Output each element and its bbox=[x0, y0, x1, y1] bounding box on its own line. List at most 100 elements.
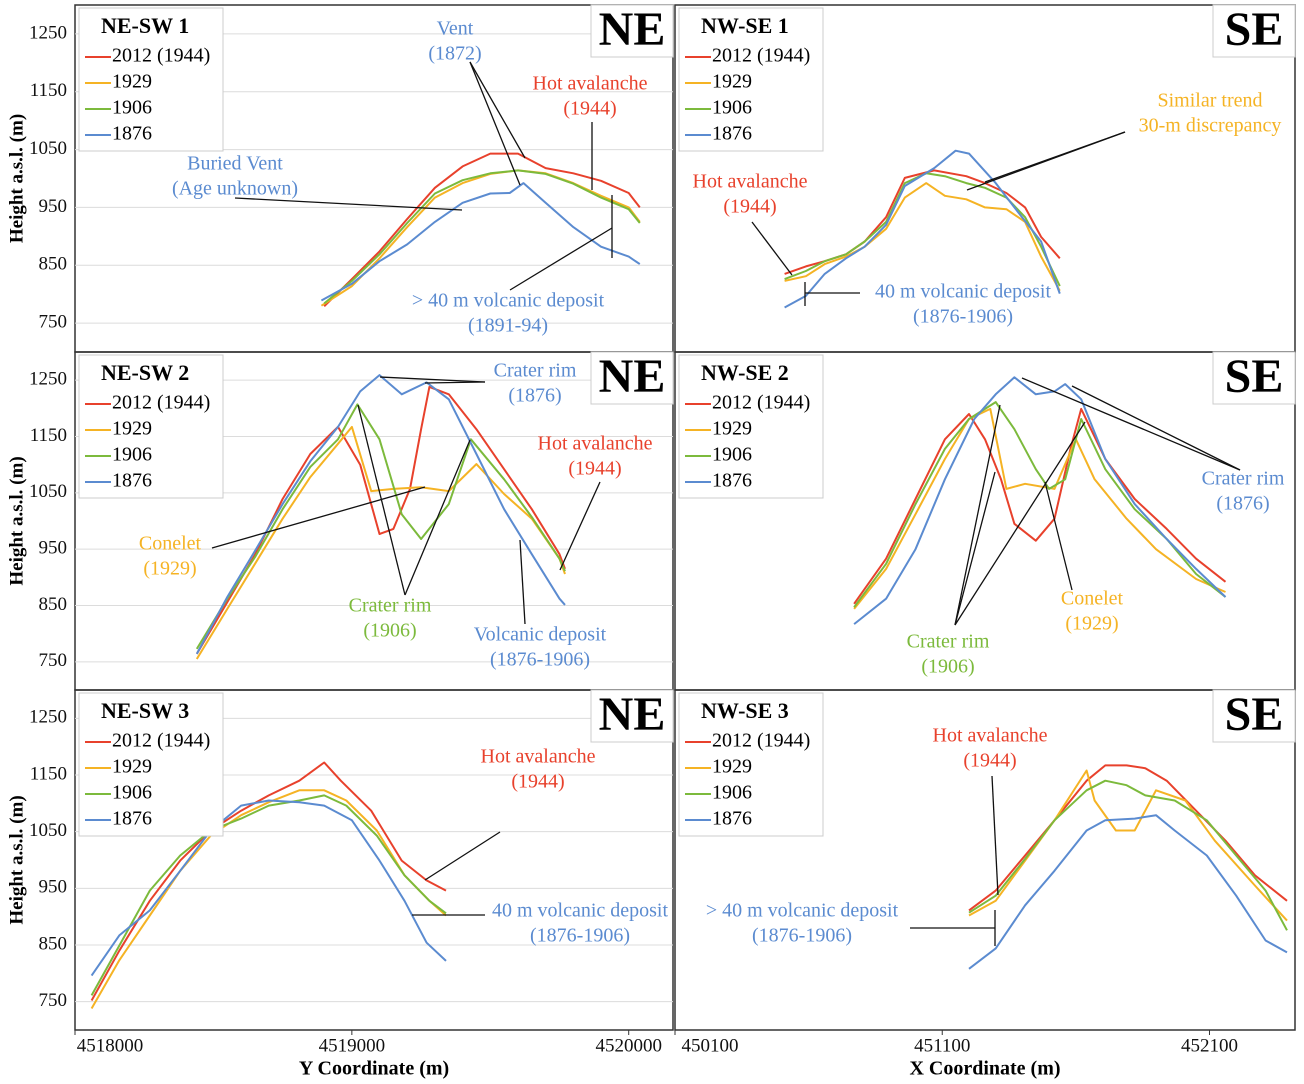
annotation: > 40 m volcanic deposit bbox=[412, 290, 605, 312]
annotation: (1944) bbox=[563, 98, 616, 120]
data-line bbox=[323, 152, 641, 308]
leader-line bbox=[379, 376, 486, 383]
leader-line bbox=[1044, 481, 1073, 591]
legend-box bbox=[678, 692, 824, 837]
annotation: (1876-1906) bbox=[913, 306, 1013, 328]
annotation: Conelet bbox=[139, 533, 202, 555]
data-line bbox=[320, 169, 641, 307]
panel: 750 850 950 1050 1150 1250 4518000 4519000 45200… bbox=[6, 688, 674, 1080]
annotation: (Age unknown) bbox=[172, 178, 298, 200]
annotation: > 40 m volcanic deposit bbox=[706, 900, 899, 922]
legend-label: 1876 bbox=[712, 470, 752, 492]
x-tick-label: 4518000 bbox=[77, 1035, 144, 1056]
data-line bbox=[195, 374, 566, 655]
legend-label: 1906 bbox=[112, 782, 152, 804]
y-tick-label: 950 bbox=[39, 538, 68, 559]
annotation: (1891-94) bbox=[468, 315, 548, 337]
data-line bbox=[784, 182, 1061, 292]
panel: 750 850 950 1050 1150 1250 Height a.s.l. (m) NE… bbox=[6, 3, 674, 353]
panel: NW-SE 2 2012 (1944) 1929 1906 1876 SE Crater r… bbox=[674, 350, 1296, 691]
annotation: (1944) bbox=[963, 750, 1016, 772]
corner-box bbox=[590, 4, 674, 58]
y-tick-label: 1050 bbox=[29, 138, 67, 159]
y-tick-label: 950 bbox=[39, 196, 68, 217]
x-tick-label: 451100 bbox=[914, 1035, 970, 1056]
corner-label: NE bbox=[599, 350, 666, 403]
corner-label: NE bbox=[599, 688, 666, 741]
corner-label: NE bbox=[599, 3, 666, 56]
leader-line bbox=[509, 227, 613, 291]
y-tick-label: 1250 bbox=[29, 22, 67, 43]
y-tick-label: 1150 bbox=[30, 425, 67, 446]
y-tick-label: 850 bbox=[39, 254, 68, 275]
data-line bbox=[195, 385, 566, 655]
legend-label: 1876 bbox=[112, 808, 152, 830]
corner-label: SE bbox=[1225, 688, 1284, 741]
panel: 450100 451100 452100 X Coordinate (m) NW-SE … bbox=[674, 688, 1296, 1080]
y-axis-label: Height a.s.l. (m) bbox=[6, 456, 27, 585]
leader-line bbox=[751, 221, 793, 276]
annotation: (1944) bbox=[568, 458, 621, 480]
annotation: (1929) bbox=[143, 558, 196, 580]
legend-label: 1906 bbox=[112, 97, 152, 119]
legend-box bbox=[678, 7, 824, 152]
y-tick-label: 1150 bbox=[30, 763, 67, 784]
panel-title: NW-SE 2 bbox=[701, 360, 789, 385]
data-line bbox=[853, 407, 1227, 605]
legend-label: 1906 bbox=[712, 97, 752, 119]
annotation: (1929) bbox=[1065, 613, 1118, 635]
annotation: (1944) bbox=[723, 196, 776, 218]
annotation: (1876) bbox=[1216, 493, 1269, 515]
legend-label: 2012 (1944) bbox=[112, 392, 210, 414]
annotation: (1906) bbox=[921, 656, 974, 678]
data-line bbox=[968, 814, 1288, 970]
data-line bbox=[784, 149, 1061, 309]
data-line bbox=[90, 794, 447, 996]
x-tick-label: 4520000 bbox=[595, 1035, 662, 1056]
y-tick-label: 950 bbox=[39, 877, 68, 898]
annotation: Hot avalanche bbox=[481, 746, 596, 768]
annotation: Hot avalanche bbox=[538, 433, 653, 455]
corner-box bbox=[1212, 689, 1296, 743]
data-line bbox=[968, 769, 1288, 922]
legend-label: 2012 (1944) bbox=[112, 730, 210, 752]
x-tick-label: 452100 bbox=[1181, 1035, 1238, 1056]
data-line bbox=[195, 425, 566, 660]
leader-line bbox=[404, 439, 471, 596]
leader-line bbox=[1071, 385, 1241, 471]
legend-box bbox=[678, 354, 824, 499]
annotation: (1906) bbox=[363, 620, 416, 642]
annotation: (1872) bbox=[428, 43, 481, 65]
y-tick-label: 1250 bbox=[29, 707, 67, 728]
annotation: Volcanic deposit bbox=[474, 624, 607, 646]
annotation: (1944) bbox=[511, 771, 564, 793]
leader-line bbox=[424, 381, 486, 384]
legend-label: 1876 bbox=[712, 123, 752, 145]
leader-line bbox=[234, 197, 463, 211]
x-tick-label: 4519000 bbox=[319, 1035, 386, 1056]
y-tick-label: 850 bbox=[39, 933, 68, 954]
annotation: Hot avalanche bbox=[533, 73, 648, 95]
y-tick-label: 850 bbox=[39, 594, 68, 615]
legend-label: 1906 bbox=[112, 444, 152, 466]
corner-box bbox=[590, 689, 674, 743]
legend-label: 1876 bbox=[112, 123, 152, 145]
panel: 750 850 950 1050 1150 1250 Height a.s.l. (m) NE… bbox=[6, 350, 674, 691]
data-line bbox=[90, 761, 447, 1001]
data-line bbox=[320, 182, 641, 302]
leader-line bbox=[954, 421, 1086, 626]
y-tick-label: 1150 bbox=[30, 80, 67, 101]
leader-line bbox=[954, 404, 1001, 626]
data-line bbox=[195, 403, 566, 650]
leader-line bbox=[357, 404, 406, 596]
leader-line bbox=[211, 486, 426, 549]
leader-line bbox=[469, 61, 526, 159]
leader-line bbox=[984, 131, 1126, 183]
data-line bbox=[784, 172, 1061, 287]
legend-label: 2012 (1944) bbox=[712, 392, 810, 414]
y-tick-label: 1050 bbox=[29, 481, 67, 502]
y-tick-label: 1050 bbox=[29, 820, 67, 841]
legend-label: 1929 bbox=[712, 71, 752, 93]
annotation: Buried Vent bbox=[187, 153, 283, 175]
